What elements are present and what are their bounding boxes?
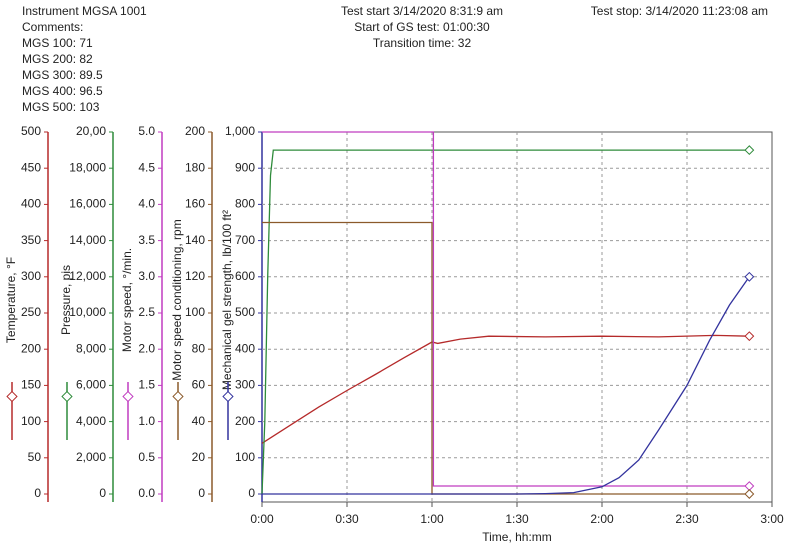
x-tick-label: 2:00 [590, 512, 614, 526]
mgs-line: MGS 500: 103 [22, 100, 100, 114]
y-tick-label: 500 [21, 124, 41, 138]
y-tick-label: 140 [185, 233, 205, 247]
y-tick-label: 450 [21, 160, 41, 174]
mgs-line: MGS 100: 71 [22, 36, 93, 50]
test-stop: Test stop: 3/14/2020 11:23:08 am [591, 4, 768, 18]
x-tick-label: 3:00 [760, 512, 784, 526]
gs-start: Start of GS test: 01:00:30 [354, 20, 490, 34]
legend-marker [61, 390, 73, 403]
y-tick-label: 0 [198, 486, 205, 500]
x-tick-label: 2:30 [675, 512, 699, 526]
x-tick-label: 0:30 [335, 512, 359, 526]
legend-marker [122, 390, 134, 403]
y-tick-label: 150 [21, 378, 41, 392]
y-axis-title: Motor speed conditioning, rpm [170, 219, 184, 380]
series-line [262, 276, 750, 495]
y-tick-label: 100 [185, 305, 205, 319]
y-axis-title: Motor speed, °/min. [120, 248, 134, 352]
end-marker [744, 145, 755, 156]
y-axis-title: Mechanical gel strength, lb/100 ft² [220, 210, 234, 390]
y-tick-label: 12,000 [69, 269, 106, 283]
x-tick-label: 1:00 [420, 512, 444, 526]
y-tick-label: 50 [28, 450, 42, 464]
y-tick-label: 6,000 [76, 378, 106, 392]
y-tick-label: 400 [21, 197, 41, 211]
y-tick-label: 100 [235, 450, 255, 464]
y-tick-label: 100 [21, 414, 41, 428]
y-tick-label: 200 [185, 124, 205, 138]
x-axis-title: Time, hh:mm [482, 530, 552, 544]
y-tick-label: 60 [192, 378, 206, 392]
y-tick-label: 0 [34, 486, 41, 500]
y-tick-label: 3.5 [138, 233, 155, 247]
transition: Transition time: 32 [373, 36, 472, 50]
y-tick-label: 0.5 [138, 450, 155, 464]
header: Instrument MGSA 1001 Comments: MGS 100: … [22, 4, 768, 114]
comments: Comments: [22, 20, 83, 34]
y-tick-label: 5.0 [138, 124, 155, 138]
end-marker [744, 481, 755, 491]
test-start: Test start 3/14/2020 8:31:9 am [341, 4, 503, 18]
end-marker [744, 331, 755, 342]
y-tick-label: 200 [235, 414, 255, 428]
end-marker [744, 271, 755, 282]
series-line [261, 149, 750, 495]
y-tick-label: 20 [192, 450, 206, 464]
legend-marker [172, 390, 184, 403]
y-tick-label: 600 [235, 269, 255, 283]
x-tick-label: 0:00 [250, 512, 274, 526]
series-line [262, 131, 750, 487]
y-tick-label: 350 [21, 233, 41, 247]
y-tick-label: 2.5 [138, 305, 155, 319]
y-tick-label: 14,000 [69, 233, 106, 247]
end-marker [744, 489, 755, 499]
y-tick-label: 800 [235, 197, 255, 211]
instrument: Instrument MGSA 1001 [22, 4, 147, 18]
mgs-line: MGS 200: 82 [22, 52, 93, 66]
y-tick-label: 0 [99, 486, 106, 500]
y-tick-label: 40 [192, 414, 206, 428]
y-tick-label: 0 [248, 486, 255, 500]
y-tick-label: 10,000 [69, 305, 106, 319]
y-tick-label: 16,000 [69, 197, 106, 211]
y-tick-label: 80 [192, 341, 206, 355]
y-tick-label: 18,000 [69, 160, 106, 174]
y-tick-label: 180 [185, 160, 205, 174]
y-axis-title: Temperature, °F [4, 257, 18, 343]
y-tick-label: 2,000 [76, 450, 106, 464]
mgs-line: MGS 400: 96.5 [22, 84, 103, 98]
y-tick-label: 700 [235, 233, 255, 247]
y-tick-label: 400 [235, 341, 255, 355]
legend-marker [6, 390, 18, 403]
y-tick-label: 1,000 [225, 124, 255, 138]
y-axis-title: Pressure, pis [59, 265, 73, 335]
y-tick-label: 20,00 [76, 124, 106, 138]
y-tick-label: 1.5 [138, 378, 155, 392]
legend-marker [222, 390, 234, 403]
y-tick-label: 1.0 [138, 414, 155, 428]
y-tick-label: 8,000 [76, 341, 106, 355]
y-tick-label: 200 [21, 341, 41, 355]
y-tick-label: 4.5 [138, 160, 155, 174]
y-tick-label: 4.0 [138, 197, 155, 211]
y-tick-label: 250 [21, 305, 41, 319]
y-tick-label: 300 [235, 378, 255, 392]
y-tick-label: 4,000 [76, 414, 106, 428]
y-tick-label: 160 [185, 197, 205, 211]
mgs-line: MGS 300: 89.5 [22, 68, 103, 82]
y-tick-label: 120 [185, 269, 205, 283]
y-tick-label: 900 [235, 160, 255, 174]
y-tick-label: 300 [21, 269, 41, 283]
series-line [262, 221, 750, 495]
y-tick-label: 2.0 [138, 341, 155, 355]
y-tick-label: 3.0 [138, 269, 155, 283]
x-tick-label: 1:30 [505, 512, 529, 526]
y-tick-label: 500 [235, 305, 255, 319]
series-line [261, 334, 750, 444]
y-tick-label: 0.0 [138, 486, 155, 500]
